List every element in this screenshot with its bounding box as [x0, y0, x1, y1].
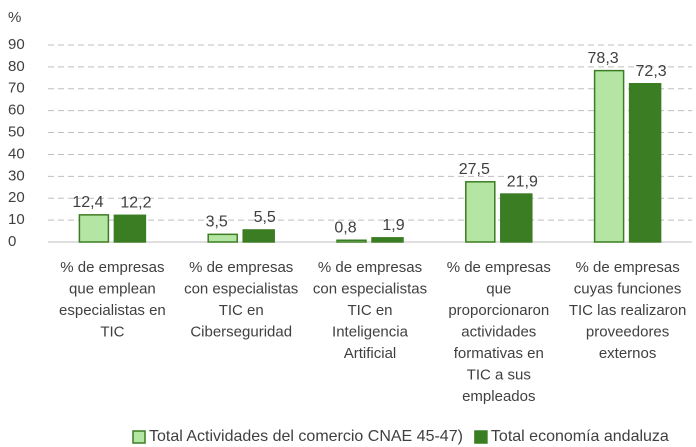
bar [336, 239, 367, 243]
x-tick-label: % de empresas cuyas funciones TIC las real… [569, 259, 687, 362]
bar [113, 214, 147, 243]
data-label: 12,4 [72, 194, 103, 211]
bar [465, 181, 496, 243]
y-tick-label: 80 [8, 58, 25, 75]
y-axis-label: % [8, 9, 21, 26]
bar [242, 229, 275, 243]
data-label: 12,2 [120, 195, 151, 212]
data-label: 3,5 [206, 214, 228, 231]
y-tick-label: 50 [8, 124, 25, 141]
data-label: 21,9 [507, 173, 538, 190]
legend-swatch [132, 430, 146, 444]
bar [78, 214, 110, 243]
y-tick-label: 30 [8, 167, 25, 184]
x-tick-label: % de empresas que proporcionaron actividade… [447, 259, 551, 405]
y-tick-label: 20 [8, 189, 25, 206]
legend-label: Total economía andaluza [491, 428, 669, 445]
data-label: 1,9 [382, 217, 404, 234]
legend-swatch [474, 430, 488, 444]
data-label: 0,8 [334, 219, 356, 236]
y-tick-label: 70 [8, 80, 25, 97]
y-tick-label: 10 [8, 211, 25, 228]
y-tick-label: 60 [8, 102, 25, 119]
bar [593, 69, 625, 243]
x-tick-label: % de empresas con especialistas TIC en Cibe… [184, 259, 298, 341]
data-label: 5,5 [254, 209, 276, 226]
y-tick-label: 90 [8, 36, 25, 53]
x-tick-label: % de empresas que emplean especialistas en… [59, 259, 166, 341]
data-label: 72,3 [636, 63, 667, 80]
legend-label: Total Actividades del comercio CNAE 45-4… [149, 428, 463, 445]
bar [500, 193, 533, 243]
bar [628, 82, 662, 243]
bar [371, 237, 404, 243]
bar [207, 233, 238, 243]
x-tick-label: % de empresas con especialistas TIC en Inte… [313, 259, 427, 362]
y-tick-label: 40 [8, 145, 25, 162]
y-tick-label: 0 [8, 233, 16, 250]
data-label: 27,5 [459, 161, 490, 178]
data-label: 78,3 [588, 50, 619, 67]
